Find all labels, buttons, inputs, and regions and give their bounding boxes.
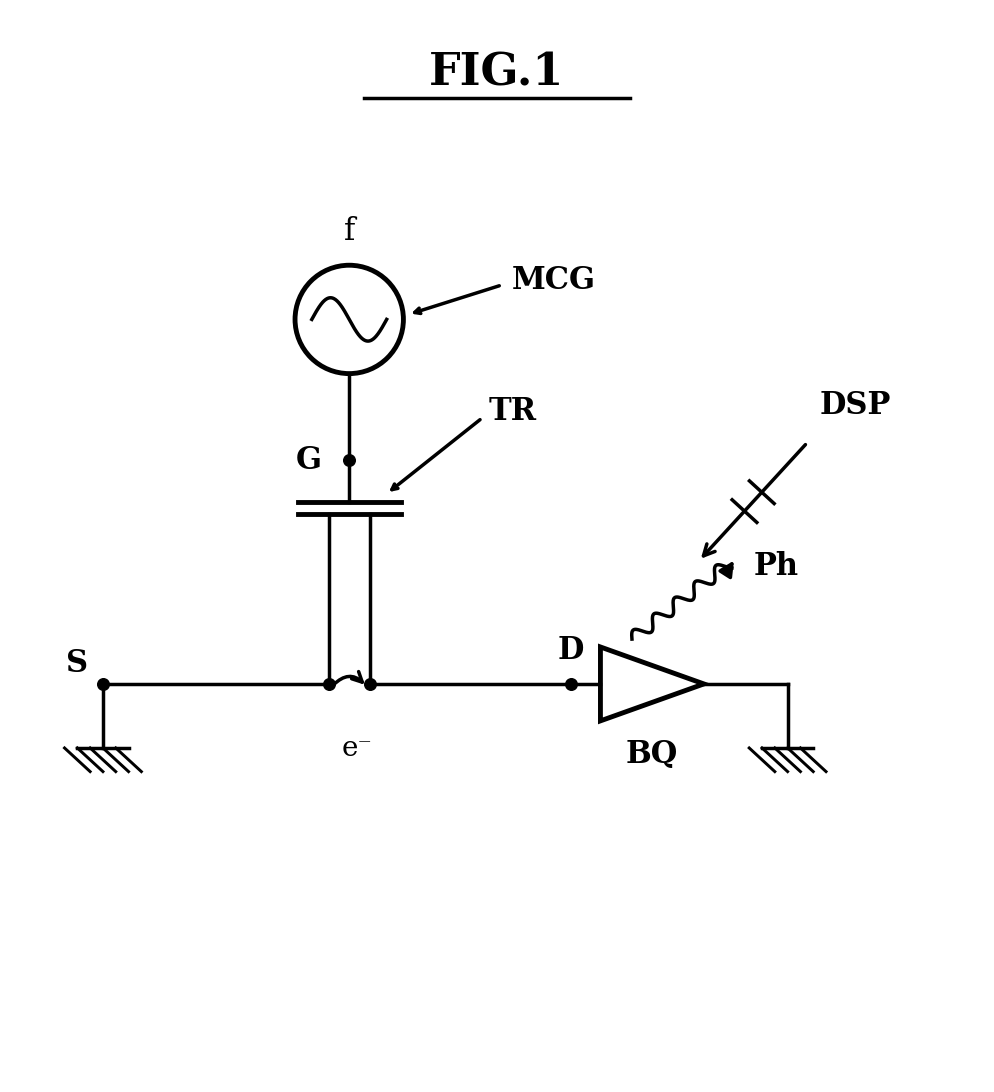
Text: TR: TR — [489, 395, 537, 427]
Point — [362, 675, 378, 692]
Text: G: G — [295, 444, 322, 476]
Text: S: S — [66, 648, 88, 679]
FancyArrowPatch shape — [333, 672, 362, 685]
Point — [341, 452, 357, 470]
Text: f: f — [344, 216, 355, 248]
Text: Ph: Ph — [753, 550, 798, 582]
Text: D: D — [558, 636, 584, 666]
Text: DSP: DSP — [819, 390, 891, 420]
Text: e⁻: e⁻ — [342, 735, 373, 762]
Point — [563, 675, 579, 692]
Point — [95, 675, 111, 692]
Text: BQ: BQ — [626, 738, 678, 770]
Text: FIG.1: FIG.1 — [429, 51, 565, 95]
Text: MCG: MCG — [512, 264, 595, 296]
Point — [321, 675, 337, 692]
